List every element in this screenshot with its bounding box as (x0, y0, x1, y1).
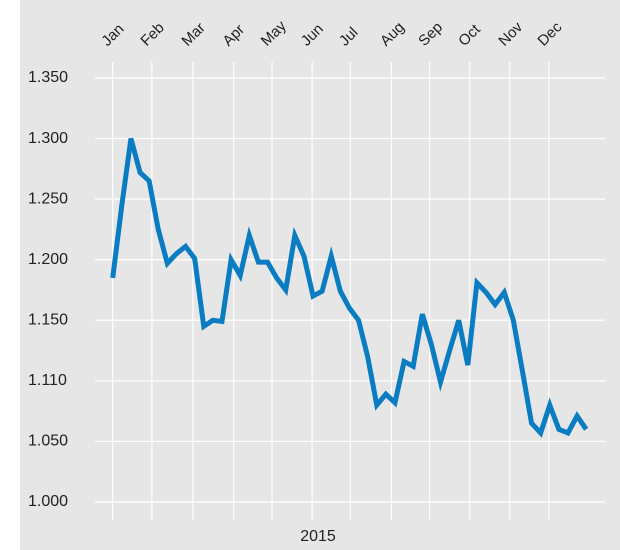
y-tick-label: 1.150 (28, 312, 68, 329)
y-tick-label: 1.250 (28, 190, 68, 207)
chart-background (20, 0, 620, 550)
x-axis-label: 2015 (300, 528, 336, 545)
y-tick-label: 1.050 (28, 433, 68, 450)
line (110, 137, 589, 438)
y-tick-label: 1.350 (28, 69, 68, 86)
y-tick-label: 1.200 (28, 251, 68, 268)
y-tick-label: 1.110 (28, 372, 67, 389)
y-tick-label: 1.300 (28, 130, 68, 147)
y-tick-label: 1.000 (28, 493, 68, 510)
